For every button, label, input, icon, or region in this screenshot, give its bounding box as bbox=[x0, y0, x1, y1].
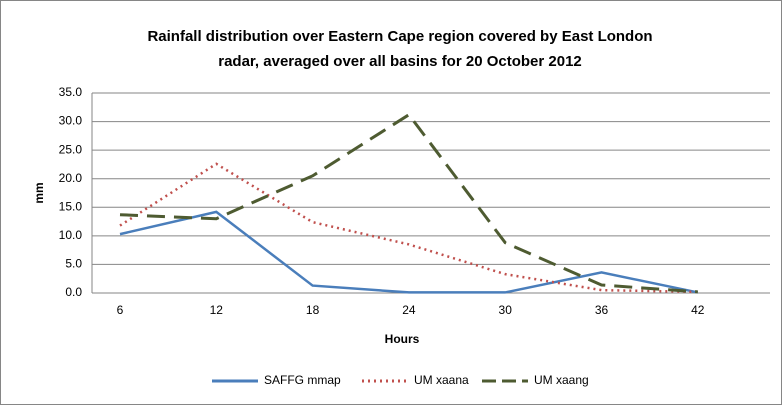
y-tick-label: 20.0 bbox=[59, 171, 83, 185]
x-tick-label: 6 bbox=[117, 303, 124, 317]
y-tick-label: 30.0 bbox=[59, 114, 83, 128]
legend-label: SAFFG mmap bbox=[264, 373, 341, 387]
legend-label: UM xaang bbox=[534, 373, 589, 387]
series-line bbox=[119, 112, 698, 294]
x-tick-label: 18 bbox=[306, 303, 320, 317]
x-tick-label: 42 bbox=[691, 303, 705, 317]
series-line bbox=[119, 210, 699, 294]
x-tick-label: 30 bbox=[499, 303, 513, 317]
y-tick-label: 10.0 bbox=[59, 228, 83, 242]
legend-label: UM xaana bbox=[414, 373, 469, 387]
x-tick-label: 36 bbox=[595, 303, 609, 317]
y-tick-label: 0.0 bbox=[65, 285, 82, 299]
y-tick-label: 15.0 bbox=[59, 199, 83, 213]
x-axis-title: Hours bbox=[385, 332, 420, 346]
chart-title: radar, averaged over all basins for 20 O… bbox=[218, 53, 582, 70]
chart-title: Rainfall distribution over Eastern Cape … bbox=[147, 28, 652, 45]
y-tick-label: 5.0 bbox=[65, 257, 82, 271]
y-tick-label: 25.0 bbox=[59, 142, 83, 156]
y-tick-label: 35.0 bbox=[59, 85, 83, 99]
series-line bbox=[119, 162, 698, 294]
x-tick-label: 24 bbox=[402, 303, 416, 317]
x-tick-label: 12 bbox=[210, 303, 224, 317]
y-axis-title: mm bbox=[32, 182, 46, 203]
